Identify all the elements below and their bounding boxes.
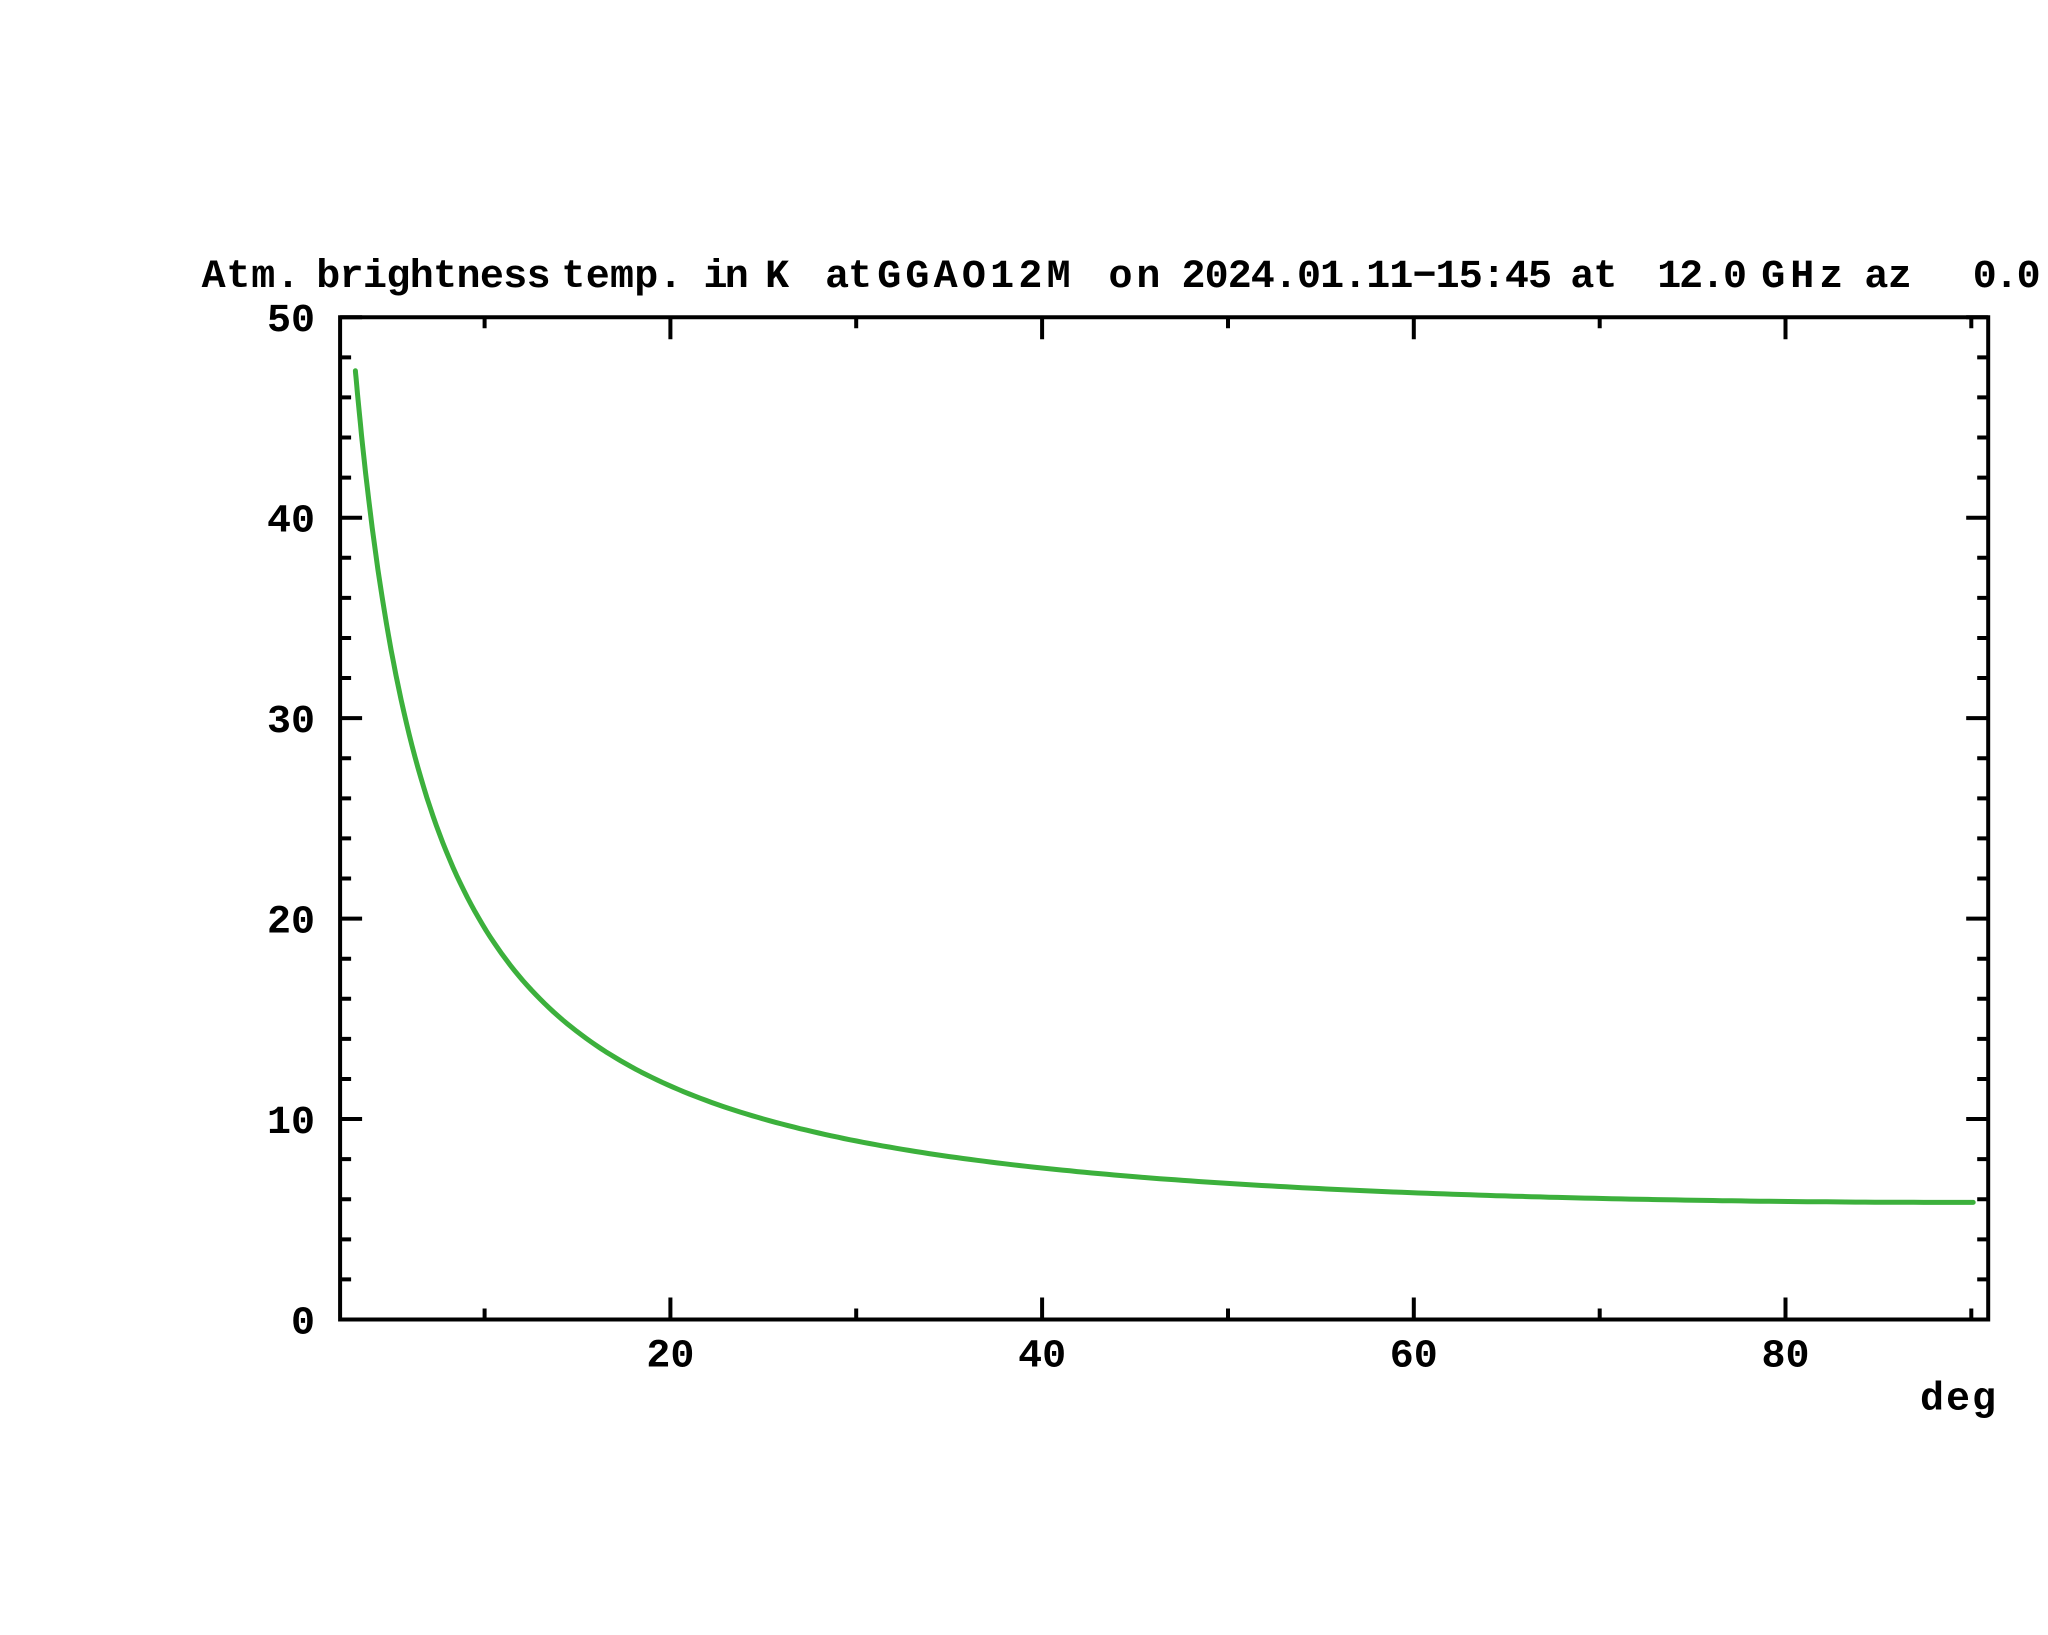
svg-text:az: az	[1864, 255, 1912, 300]
svg-text:0.0: 0.0	[1973, 255, 2041, 300]
svg-text:40: 40	[267, 499, 315, 544]
svg-text:10: 10	[267, 1101, 315, 1146]
svg-text:in: in	[704, 255, 749, 300]
svg-text:80: 80	[1761, 1335, 1809, 1380]
svg-text:GHz: GHz	[1761, 255, 1843, 300]
svg-text:60: 60	[1390, 1335, 1438, 1380]
svg-text:GGAO12M: GGAO12M	[877, 255, 1070, 300]
svg-text:at: at	[1570, 255, 1617, 300]
svg-text:Atm.: Atm.	[202, 255, 300, 300]
svg-text:2024.01.11−15:45: 2024.01.11−15:45	[1182, 255, 1553, 300]
svg-text:50: 50	[267, 299, 315, 344]
svg-text:40: 40	[1018, 1335, 1066, 1380]
svg-text:12.0: 12.0	[1657, 255, 1747, 300]
svg-text:K: K	[765, 255, 789, 300]
svg-text:temp.: temp.	[561, 255, 682, 300]
svg-text:brightness: brightness	[316, 255, 550, 300]
svg-text:0: 0	[291, 1301, 315, 1346]
svg-text:30: 30	[267, 700, 315, 745]
svg-text:at: at	[825, 255, 872, 300]
svg-text:20: 20	[646, 1335, 694, 1380]
svg-text:20: 20	[267, 900, 315, 945]
svg-text:deg: deg	[1920, 1378, 1996, 1423]
